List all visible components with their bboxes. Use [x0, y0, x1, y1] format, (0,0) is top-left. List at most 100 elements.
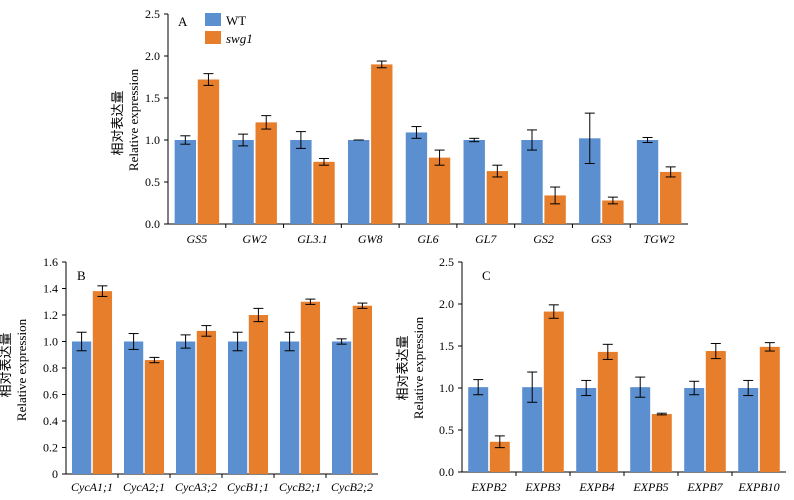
panel-c-ytick-label: 2.5 — [439, 255, 454, 269]
panel-a-bar-mutant — [544, 195, 566, 224]
panel-a-ytick-label: 1.5 — [145, 91, 160, 105]
panel-a-bar-mutant — [428, 157, 451, 224]
panel-b-bar-wt — [331, 341, 352, 474]
panel-c-bar-wt — [468, 387, 489, 472]
panel-c-category-label: EXPB2 — [470, 480, 506, 494]
panel-c-letter: C — [482, 268, 491, 283]
panel-a-ylabel: Relative expression — [126, 68, 141, 171]
panel-a-bar-mutant — [659, 171, 682, 224]
legend-mutant-swatch — [205, 31, 221, 44]
panel-b-ytick-label: 1.0 — [43, 335, 58, 349]
panel-b-bar-wt — [227, 341, 248, 474]
panel-c-category-label: EXPB10 — [737, 480, 779, 494]
panel-a-category-label: GS3 — [591, 232, 612, 246]
panel-a-bar-mutant — [602, 200, 624, 224]
panel-c-ylabel-cn: 相对表达量 — [395, 335, 410, 400]
panel-a-ytick-label: 2.0 — [145, 49, 160, 63]
panel-b-category-label: CycB2;2 — [331, 480, 373, 494]
panel-a-ytick-label: 0.5 — [145, 175, 160, 189]
panel-b-bar-wt — [123, 341, 144, 474]
panel-a-bar-wt — [347, 140, 370, 224]
panel-c: 相对表达量 Relative expression 0.0 0.5 1.0 1.5 2.… — [395, 255, 786, 494]
panel-c-bar-mutant — [705, 351, 726, 472]
panel-a-category-label: TGW2 — [643, 232, 674, 246]
panel-c-ytick-label: 1.0 — [439, 381, 454, 395]
panel-c-bar-wt — [522, 387, 543, 472]
panel-c-ylabel: Relative expression — [411, 316, 426, 419]
panel-a-plot: 0.0 0.5 1.0 1.5 2.0 2.5 GS5 GW2 GL3.1 GW8 GL6 GL7 GS… — [145, 7, 688, 246]
panel-b-bar-mutant — [144, 360, 165, 474]
panel-a-bar-mutant — [486, 171, 509, 224]
panel-b-bar-mutant — [92, 291, 113, 474]
panel-b-bar-wt — [71, 341, 92, 474]
panel-a-ytick-label: 1.0 — [145, 133, 160, 147]
panel-b-ylabel-cn: 相对表达量 — [0, 332, 13, 397]
panel-a-bar-wt — [405, 132, 428, 224]
panel-b-ytick-label: 1.4 — [43, 282, 58, 296]
panel-a-ytick-label: 2.5 — [145, 7, 160, 21]
panel-c-category-label: EXPB4 — [578, 480, 614, 494]
panel-a-category-label: GW8 — [358, 232, 383, 246]
panel-c-category-label: EXPB7 — [686, 480, 723, 494]
panel-a-bar-mutant — [371, 64, 393, 225]
panel-b-letter: B — [77, 268, 86, 283]
panel-b-category-label: CycB2;1 — [279, 480, 321, 494]
legend: WT swg1 — [205, 13, 253, 46]
panel-a-bar-wt — [174, 140, 197, 224]
panel-a-category-label: GS2 — [533, 232, 554, 246]
panel-a-category-label: GW2 — [242, 232, 267, 246]
panel-a-category-label: GL6 — [417, 232, 438, 246]
legend-mutant-label: swg1 — [226, 31, 253, 46]
panel-c-bar-wt — [630, 387, 651, 472]
panel-c-ytick-label: 1.5 — [439, 339, 454, 353]
panel-c-bar-mutant — [543, 311, 564, 472]
panel-b-bar-mutant — [300, 301, 321, 474]
panel-b-bar-mutant — [352, 305, 373, 474]
panel-b-ytick-label: 1.6 — [43, 255, 58, 269]
panel-a-bar-mutant — [197, 79, 220, 225]
panel-c-bar-wt — [576, 388, 597, 472]
panel-b-ytick-label: 0 — [52, 467, 58, 481]
panel-c-category-label: EXPB5 — [632, 480, 668, 494]
panel-c-bar-wt — [738, 388, 759, 472]
legend-wt-swatch — [205, 13, 221, 26]
panel-b-bar-mutant — [196, 330, 217, 474]
panel-a-bar-wt — [463, 140, 485, 224]
panel-c-bar-mutant — [597, 351, 618, 472]
panel-b: 相对表达量 Relative expression 0 0.2 0.4 0.6 0.8 1… — [0, 255, 378, 494]
panel-c-category-label: EXPB3 — [524, 480, 560, 494]
panel-c-ytick-label: 2.0 — [439, 297, 454, 311]
panel-a-bar-wt — [636, 140, 659, 224]
panel-a-bar-mutant — [255, 122, 277, 224]
panel-a-category-label: GS5 — [187, 232, 208, 246]
panel-b-bar-mutant — [248, 315, 269, 474]
panel-b-category-label: CycA2;1 — [123, 480, 165, 494]
panel-a-ylabel-cn: 相对表达量 — [110, 90, 125, 155]
panel-a-category-label: GL7 — [475, 232, 497, 246]
panel-c-bar-mutant — [759, 346, 780, 472]
panel-a-category-label: GL3.1 — [297, 232, 327, 246]
panel-b-ylabel: Relative expression — [14, 318, 29, 421]
panel-a-bar-wt — [521, 140, 543, 224]
panel-a-bar-wt — [232, 140, 254, 224]
panel-b-ytick-label: 1.2 — [43, 308, 58, 322]
panel-b-ytick-label: 0.6 — [43, 388, 58, 402]
panel-b-plot: 0 0.2 0.4 0.6 0.8 1.0 1.2 1.4 1.6 CycA1;1 CycA2;1 C… — [43, 255, 378, 494]
panel-b-category-label: CycB1;1 — [227, 480, 269, 494]
panel-b-ytick-label: 0.8 — [43, 361, 58, 375]
panel-b-bar-wt — [279, 341, 300, 474]
panel-b-ytick-label: 0.2 — [43, 441, 58, 455]
legend-wt-label: WT — [226, 13, 246, 28]
panel-a-ytick-label: 0.0 — [145, 217, 160, 231]
panel-a-bar-wt — [290, 140, 312, 224]
panel-c-bar-wt — [684, 388, 705, 472]
panel-c-ytick-label: 0.0 — [439, 465, 454, 479]
panel-b-ytick-label: 0.4 — [43, 414, 58, 428]
panel-c-bar-mutant — [489, 441, 510, 472]
panel-a-letter: A — [178, 14, 188, 29]
panel-c-bar-mutant — [651, 414, 672, 472]
panel-a-bar-mutant — [313, 161, 335, 224]
panel-c-plot: 0.0 0.5 1.0 1.5 2.0 2.5 EXPB2 EXPB3 EXPB4 EXPB5 EX… — [439, 255, 786, 494]
panel-b-bar-wt — [175, 341, 196, 474]
